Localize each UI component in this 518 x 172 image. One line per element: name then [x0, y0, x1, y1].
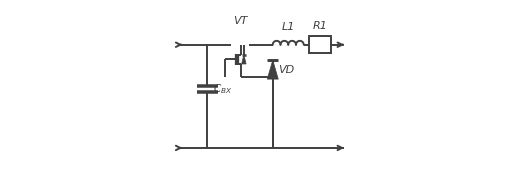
- Text: $C_{BX}$: $C_{BX}$: [212, 83, 232, 96]
- Text: VT: VT: [233, 16, 247, 26]
- Text: L1: L1: [282, 22, 295, 32]
- Text: VD: VD: [278, 65, 294, 75]
- Bar: [309, 36, 331, 53]
- Polygon shape: [267, 60, 278, 79]
- Polygon shape: [241, 55, 246, 64]
- Text: R1: R1: [313, 21, 327, 31]
